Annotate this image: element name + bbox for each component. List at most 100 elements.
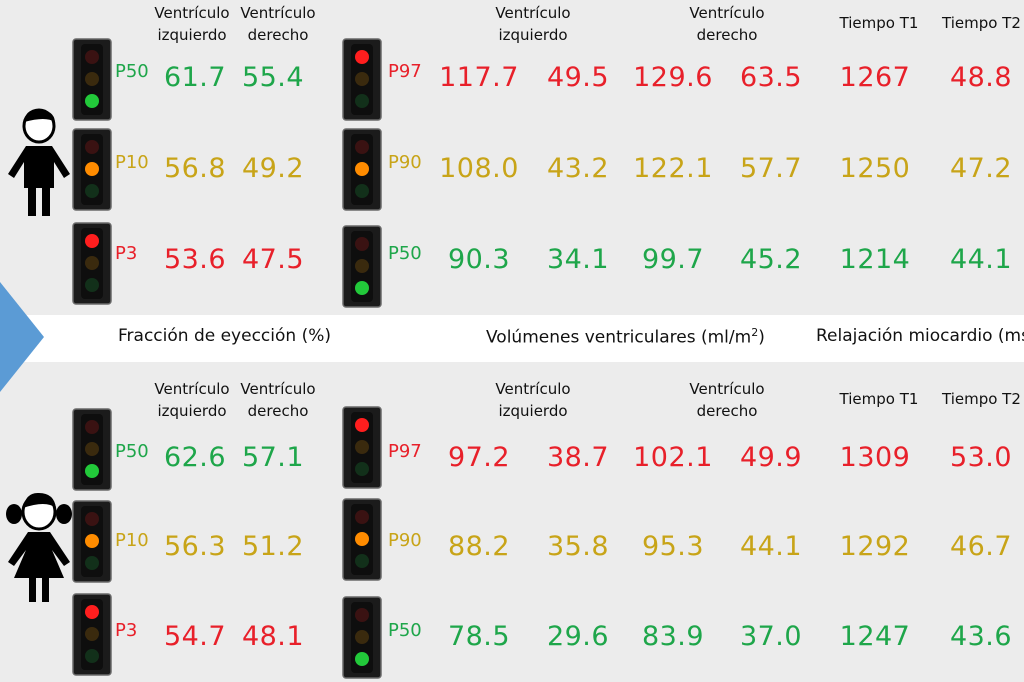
green-lamp	[85, 649, 99, 663]
ef-rv-value: 48.1	[241, 621, 305, 652]
green-lamp	[355, 94, 369, 108]
vol-rv-value: 102.1	[633, 442, 713, 473]
t2-value: 44.1	[949, 244, 1013, 275]
ef-lv-value: 53.6	[163, 244, 227, 275]
lv-header: Ventrículo izquierdo	[154, 380, 230, 420]
vol-lv-value: 29.6	[546, 621, 610, 652]
vol-rv-value: 63.5	[739, 62, 803, 93]
orange-lamp	[355, 532, 369, 546]
ef-lv-value: 56.3	[163, 531, 227, 562]
orange-lamp	[85, 256, 99, 270]
ef-rv-value: 49.2	[241, 153, 305, 184]
vol-lv-value: 49.5	[546, 62, 610, 93]
boy-icon	[8, 108, 70, 216]
traffic-light-orange	[342, 498, 382, 581]
green-lamp	[355, 281, 369, 295]
vol-rv-value: 122.1	[633, 153, 713, 184]
red-lamp	[85, 605, 99, 619]
green-lamp	[355, 184, 369, 198]
green-lamp	[85, 94, 99, 108]
vol-lv-header: Ventrículo izquierdo	[495, 380, 571, 420]
red-lamp	[355, 510, 369, 524]
vol-lv-value: 90.3	[447, 244, 511, 275]
orange-lamp	[85, 72, 99, 86]
t2-header: Tiempo T2	[942, 390, 1021, 408]
vol-rv-value: 99.7	[641, 244, 705, 275]
traffic-light-orange	[72, 500, 112, 583]
vol-rv-value: 37.0	[739, 621, 803, 652]
orange-lamp	[355, 162, 369, 176]
red-lamp	[85, 420, 99, 434]
green-lamp	[85, 556, 99, 570]
vol-lv-header: Ventrículo izquierdo	[495, 4, 571, 44]
orange-lamp	[85, 627, 99, 641]
vol-rv-header: Ventrículo derecho	[689, 380, 765, 420]
ef-lv-value: 54.7	[163, 621, 227, 652]
vol-lv-value: 108.0	[439, 153, 519, 184]
ef-rv-value: 55.4	[241, 62, 305, 93]
orange-lamp	[355, 630, 369, 644]
green-lamp	[85, 278, 99, 292]
percentile-label: P3	[115, 243, 138, 264]
traffic-light-green	[342, 596, 382, 679]
traffic-light-red	[72, 593, 112, 676]
red-lamp	[355, 237, 369, 251]
traffic-light-green	[342, 225, 382, 308]
percentile-label: P97	[388, 441, 422, 462]
girls-panel	[0, 362, 1024, 682]
vol-rv-value: 44.1	[739, 531, 803, 562]
percentile-label: P10	[115, 530, 149, 551]
t1-value: 1247	[839, 621, 911, 652]
orange-lamp	[355, 72, 369, 86]
t1-header: Tiempo T1	[839, 390, 919, 408]
vol-rv-value: 57.7	[739, 153, 803, 184]
lv-header: Ventrículo izquierdo	[154, 4, 230, 44]
t2-value: 43.6	[949, 621, 1013, 652]
t1-header: Tiempo T1	[839, 14, 919, 32]
t2-value: 46.7	[949, 531, 1013, 562]
vol-rv-value: 45.2	[739, 244, 803, 275]
t1-value: 1250	[839, 153, 911, 184]
vol-lv-value: 43.2	[546, 153, 610, 184]
green-lamp	[355, 652, 369, 666]
percentile-label: P90	[388, 530, 422, 551]
t1-value: 1214	[839, 244, 911, 275]
percentile-label: P50	[388, 243, 422, 264]
traffic-light-red	[342, 406, 382, 489]
green-lamp	[355, 554, 369, 568]
myocardial-relaxation-title: Relajación miocardio (ms	[816, 326, 1024, 346]
vol-lv-value: 97.2	[447, 442, 511, 473]
percentile-label: P50	[115, 441, 149, 462]
red-lamp	[355, 50, 369, 64]
traffic-light-orange	[342, 128, 382, 211]
boys-panel	[0, 0, 1024, 315]
vol-rv-value: 129.6	[633, 62, 713, 93]
vol-lv-value: 38.7	[546, 442, 610, 473]
orange-lamp	[355, 440, 369, 454]
rv-header: Ventrículo derecho	[240, 380, 316, 420]
ef-lv-value: 61.7	[163, 62, 227, 93]
ef-rv-value: 47.5	[241, 244, 305, 275]
traffic-light-red	[342, 38, 382, 121]
ejection-fraction-title: Fracción de eyección (%)	[118, 326, 331, 346]
vol-rv-value: 49.9	[739, 442, 803, 473]
rv-header: Ventrículo derecho	[240, 4, 316, 44]
vol-lv-value: 34.1	[546, 244, 610, 275]
vol-lv-value: 78.5	[447, 621, 511, 652]
t1-value: 1292	[839, 531, 911, 562]
vol-lv-value: 88.2	[447, 531, 511, 562]
percentile-label: P3	[115, 620, 138, 641]
red-lamp	[85, 512, 99, 526]
ef-rv-value: 51.2	[241, 531, 305, 562]
traffic-light-green	[72, 38, 112, 121]
ef-lv-value: 62.6	[163, 442, 227, 473]
arrow-icon	[0, 282, 44, 392]
vol-rv-value: 95.3	[641, 531, 705, 562]
traffic-light-orange	[72, 128, 112, 211]
traffic-light-green	[72, 408, 112, 491]
red-lamp	[85, 140, 99, 154]
green-lamp	[85, 184, 99, 198]
orange-lamp	[85, 442, 99, 456]
t1-value: 1309	[839, 442, 911, 473]
green-lamp	[355, 462, 369, 476]
